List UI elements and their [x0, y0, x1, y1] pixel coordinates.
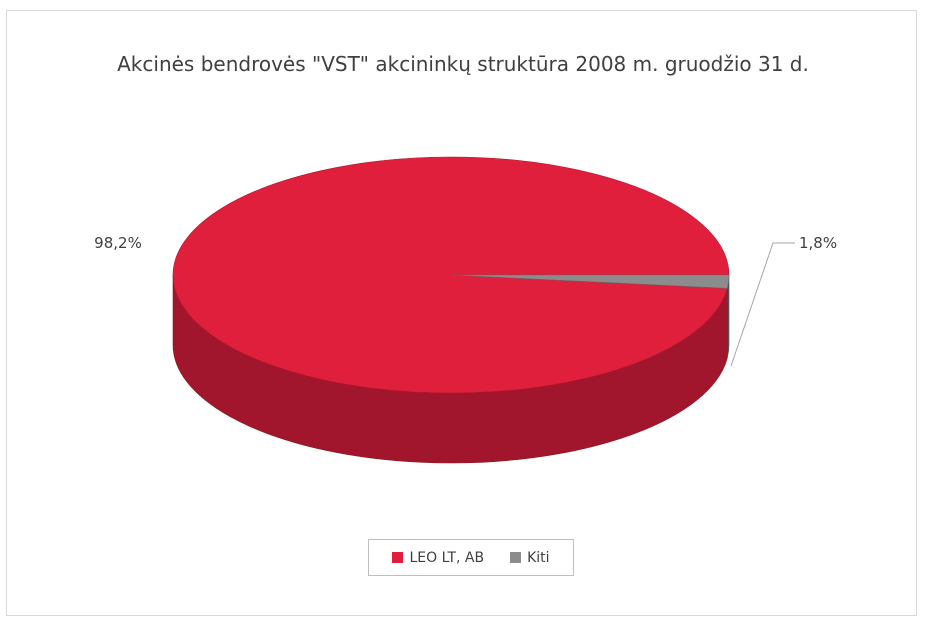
legend: LEO LT, AB Kiti	[368, 539, 574, 576]
chart-title: Akcinės bendrovės "VST" akcininkų strukt…	[117, 52, 809, 76]
legend-label-kiti: Kiti	[527, 549, 550, 566]
leader-line-kiti	[730, 242, 795, 367]
legend-item-leo: LEO LT, AB	[392, 550, 484, 566]
legend-swatch-kiti	[510, 552, 522, 563]
data-label-kiti: 1,8%	[799, 234, 837, 252]
pie-slice-kiti	[450, 274, 730, 289]
legend-swatch-leo	[392, 552, 404, 563]
legend-item-kiti: Kiti	[510, 549, 550, 566]
legend-label-leo: LEO LT, AB	[409, 549, 485, 566]
data-label-leo: 98,2%	[94, 234, 142, 252]
